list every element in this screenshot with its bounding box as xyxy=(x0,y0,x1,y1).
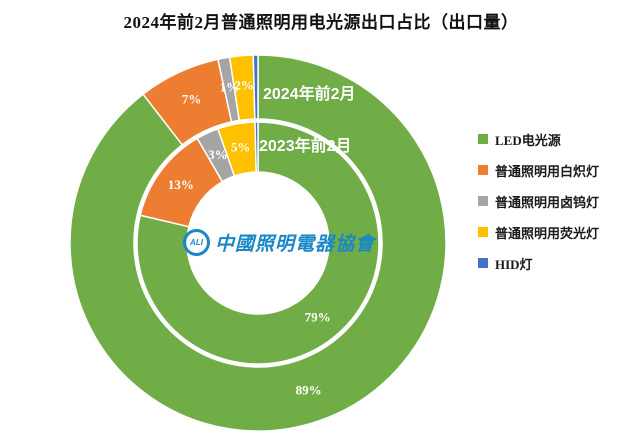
slice-label-inner-3: 5% xyxy=(231,140,251,155)
legend-item-0: LED电光源 xyxy=(478,133,599,148)
slice-label-inner-2: 3% xyxy=(208,147,228,162)
association-logo-text: 中國照明電器協會 xyxy=(215,234,376,255)
legend-swatch-icon-3 xyxy=(478,227,488,237)
legend-item-3: 普通照明用荧光灯 xyxy=(478,226,599,241)
chart-legend: LED电光源普通照明用白炽灯 普通照明用卤钨灯 普通照明用荧光灯 HID灯 xyxy=(478,133,599,288)
legend-label-1: 普通照明用白炽灯 xyxy=(495,163,600,179)
ring-label-2024: 2024年前2月 xyxy=(263,86,356,103)
legend-swatch-icon-1 xyxy=(478,165,488,175)
slice-label-inner-1: 13% xyxy=(168,177,194,192)
chart-title: 2024年前2月普通照明用电光源出口占比（出口量） xyxy=(123,13,519,32)
slice-label-outer-3: 2% xyxy=(234,78,254,93)
legend-swatch-icon-2 xyxy=(478,196,488,206)
cali-logo-icon: ALI xyxy=(183,229,210,256)
cali-logo-letters: ALI xyxy=(190,238,203,247)
slice-inner-4 xyxy=(254,121,259,173)
slice-label-outer-0: 89% xyxy=(296,383,322,398)
legend-swatch-icon-0 xyxy=(478,134,488,144)
legend-item-1: 普通照明用白炽灯 xyxy=(478,164,599,179)
association-logo: ALI 中國照明電器協會 xyxy=(183,229,375,256)
slice-outer-0 xyxy=(69,54,447,432)
legend-label-0: LED电光源 xyxy=(495,132,561,148)
slice-inner-0 xyxy=(136,121,380,365)
slice-outer-4 xyxy=(252,54,259,120)
legend-label-3: 普通照明用荧光灯 xyxy=(495,225,600,241)
slice-label-outer-2: 1% xyxy=(220,80,240,95)
ring-label-2023: 2023年前2月 xyxy=(259,138,352,155)
legend-item-2: 普通照明用卤钨灯 xyxy=(478,195,599,210)
legend-item-4: HID灯 xyxy=(478,257,599,272)
legend-label-4: HID灯 xyxy=(495,256,533,272)
legend-swatch-icon-4 xyxy=(478,258,488,268)
slice-label-outer-1: 7% xyxy=(182,92,202,107)
legend-label-2: 普通照明用卤钨灯 xyxy=(495,194,600,210)
slice-label-inner-0: 79% xyxy=(305,309,331,324)
